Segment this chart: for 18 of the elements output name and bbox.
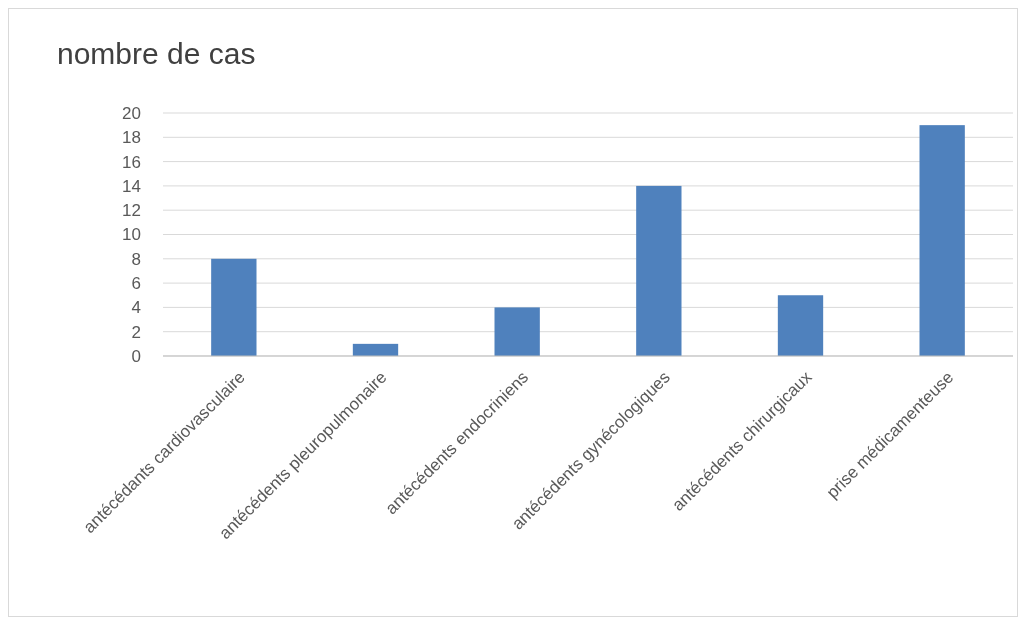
y-tick-label: 14 [122,176,141,196]
bar [211,258,257,356]
y-tick-label: 6 [131,274,141,294]
y-tick-label: 18 [122,128,141,148]
bar [494,307,540,356]
y-tick-label: 8 [131,249,141,269]
bar [636,185,682,356]
y-tick-label: 12 [122,201,141,221]
y-tick-label: 4 [131,298,141,318]
bar [352,343,399,356]
chart-title: nombre de cas [57,37,256,70]
y-tick-label: 20 [122,103,141,123]
bar [777,295,824,356]
y-tick-label: 16 [122,152,141,172]
y-tick-label: 10 [122,225,141,245]
bar [919,125,965,356]
y-tick-label: 2 [131,322,141,342]
y-tick-label: 0 [131,346,141,366]
